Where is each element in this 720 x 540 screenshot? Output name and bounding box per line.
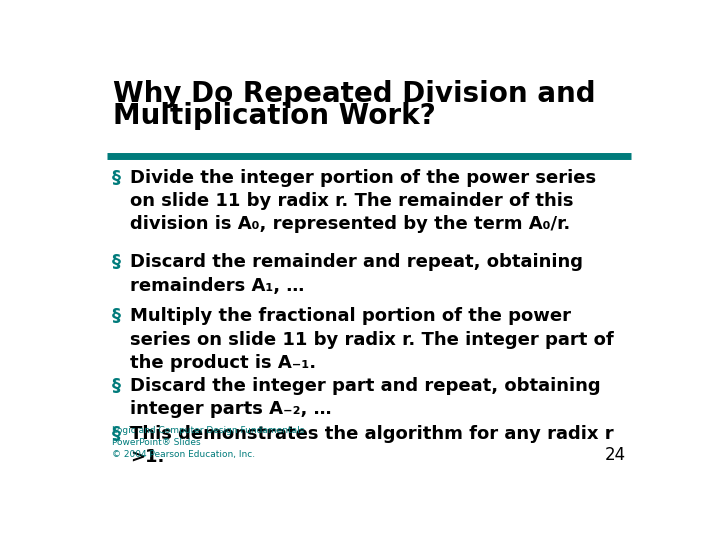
Text: §: §: [112, 253, 121, 272]
Text: This demonstrates the algorithm for any radix r
>1.: This demonstrates the algorithm for any …: [130, 425, 614, 467]
Text: Discard the integer part and repeat, obtaining
integer parts A₋₂, …: Discard the integer part and repeat, obt…: [130, 377, 601, 418]
Text: Multiplication Work?: Multiplication Work?: [113, 102, 436, 130]
Text: Logic and Computer Design Fundamentals
PowerPoint® Slides
© 2004 Pearson Educati: Logic and Computer Design Fundamentals P…: [112, 427, 304, 459]
Text: §: §: [112, 377, 121, 395]
Text: Multiply the fractional portion of the power
series on slide 11 by radix r. The : Multiply the fractional portion of the p…: [130, 307, 614, 372]
Text: Divide the integer portion of the power series
on slide 11 by radix r. The remai: Divide the integer portion of the power …: [130, 168, 596, 233]
Text: §: §: [112, 425, 121, 443]
Text: Discard the remainder and repeat, obtaining
remainders A₁, …: Discard the remainder and repeat, obtain…: [130, 253, 583, 295]
Text: §: §: [112, 168, 121, 187]
Text: 24: 24: [606, 446, 626, 464]
Text: Why Do Repeated Division and: Why Do Repeated Division and: [113, 80, 596, 108]
Text: §: §: [112, 307, 121, 325]
